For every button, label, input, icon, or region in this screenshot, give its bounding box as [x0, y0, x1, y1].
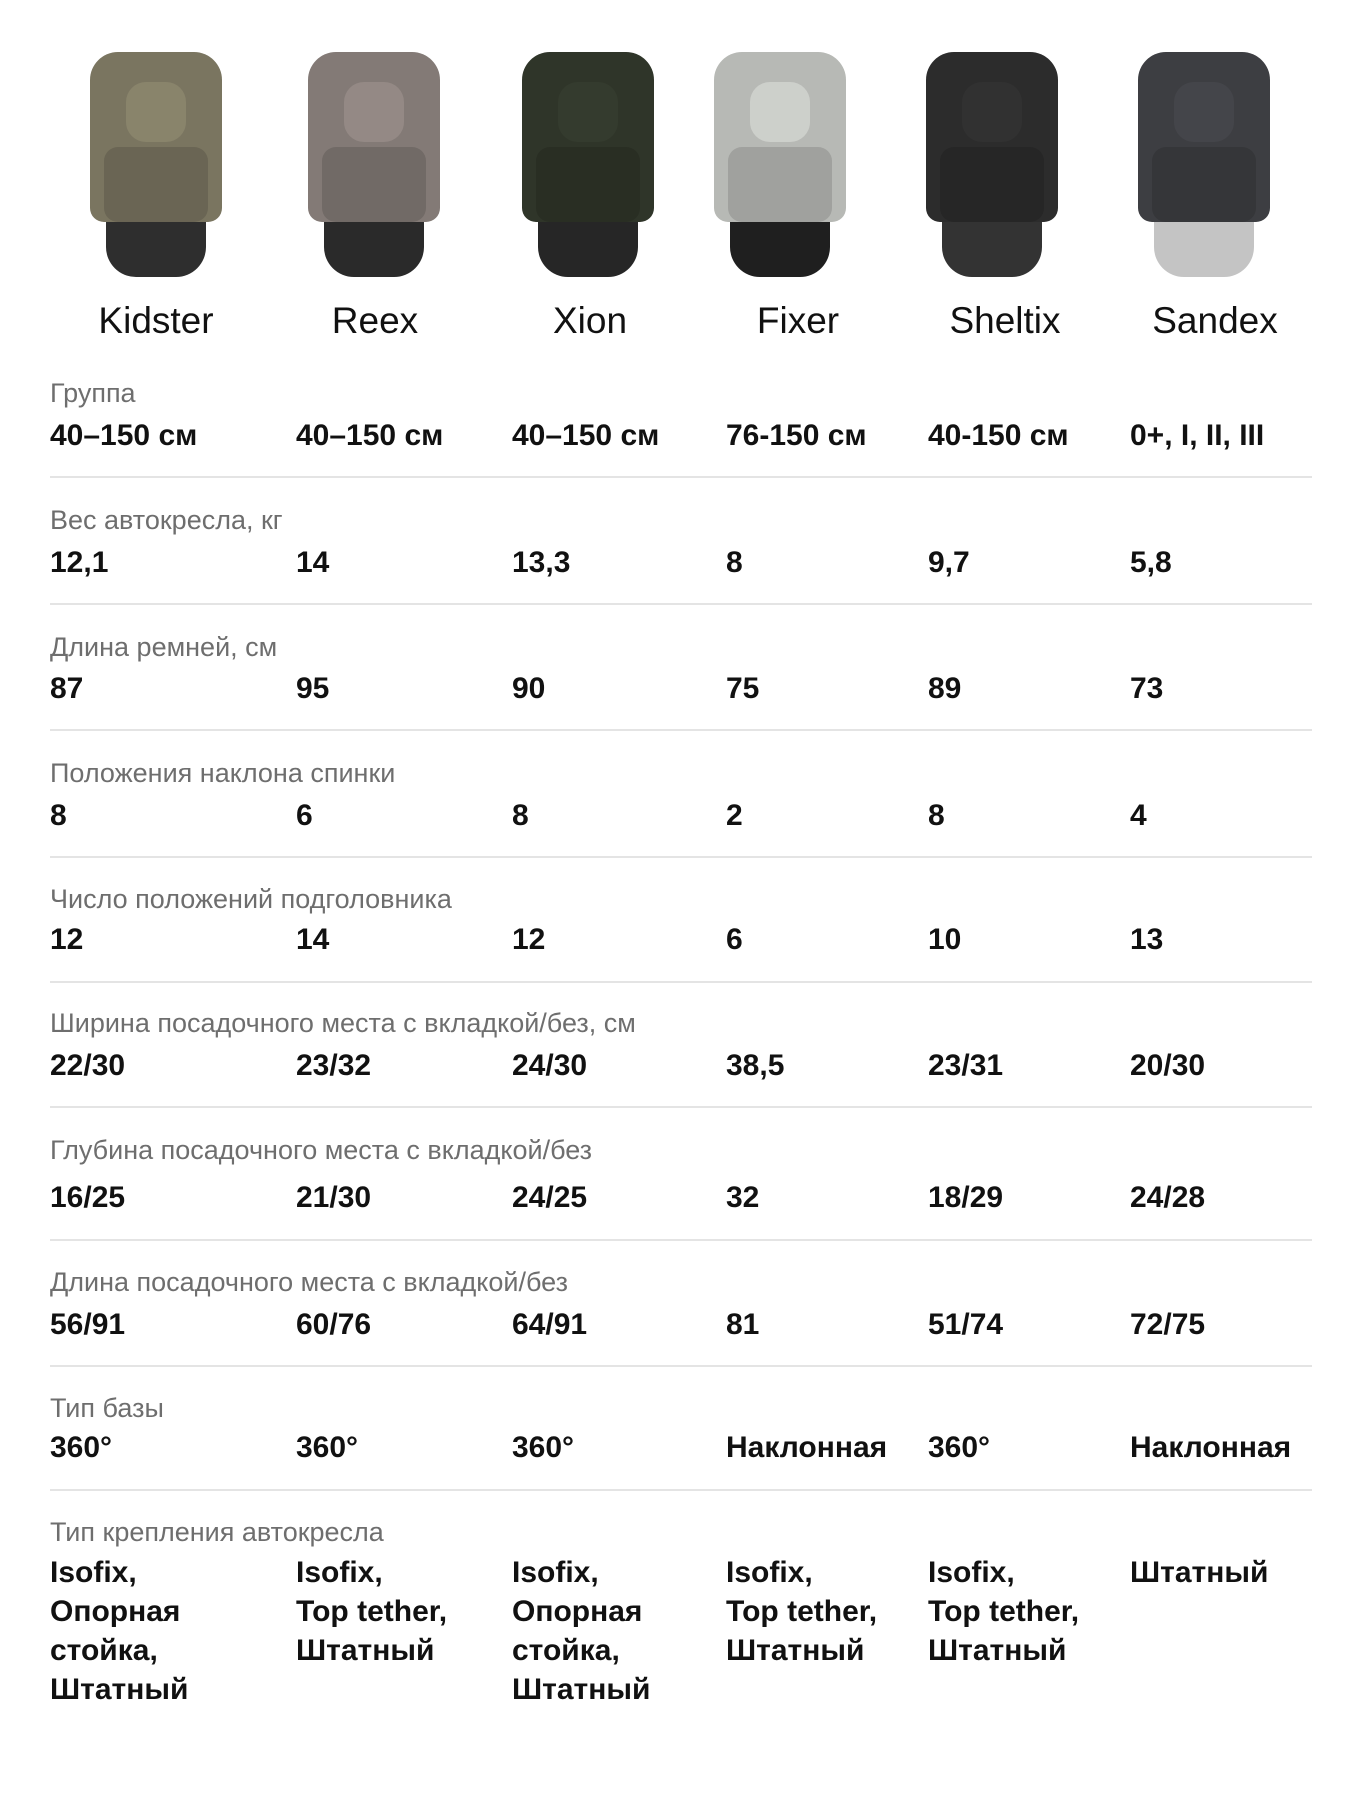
cell-value: 40–150 см: [296, 419, 444, 452]
cell-value: 2: [726, 799, 743, 832]
cell-value: 51/74: [928, 1308, 1004, 1341]
product-name: Kidster: [98, 300, 214, 341]
cell-value: 20/30: [1130, 1049, 1206, 1082]
cell-value: 24/25: [512, 1181, 588, 1214]
cell-value: 14: [296, 546, 330, 579]
cell-value: 21/30: [296, 1181, 372, 1214]
cell-value: 8: [512, 799, 529, 832]
cell-value: 73: [1130, 672, 1164, 705]
row-divider: [50, 603, 1312, 605]
cell-value: 23/31: [928, 1049, 1004, 1082]
row-divider: [50, 856, 1312, 858]
cell-value: 24/30: [512, 1049, 588, 1082]
row-label: Длина ремней, см: [50, 632, 278, 662]
row-label: Длина посадочного места с вкладкой/без: [50, 1267, 568, 1297]
cell-value: 89: [928, 672, 962, 705]
cell-value: 14: [296, 923, 330, 956]
cell-value: 8: [50, 799, 67, 832]
cell-value: 40–150 см: [50, 419, 198, 452]
car-seat-image-fixer: [700, 52, 860, 284]
cell-value: Isofix, Опорная стойка, Штатный: [512, 1556, 651, 1706]
product-name: Sandex: [1152, 300, 1278, 341]
cell-value: 4: [1130, 799, 1147, 832]
cell-value: 18/29: [928, 1181, 1004, 1214]
cell-value: Штатный: [1130, 1556, 1269, 1589]
cell-value: 40–150 см: [512, 419, 660, 452]
cell-value: Isofix, Top tether, Штатный: [726, 1556, 878, 1667]
cell-value: 87: [50, 672, 84, 705]
cell-value: 0+, I, II, III: [1130, 419, 1265, 452]
row-label: Тип базы: [50, 1393, 164, 1423]
cell-value: Isofix, Опорная стойка, Штатный: [50, 1556, 189, 1706]
cell-value: 90: [512, 672, 546, 705]
row-divider: [50, 476, 1312, 478]
car-seat-image-xion: [508, 52, 668, 284]
cell-value: 60/76: [296, 1308, 372, 1341]
cell-value: Isofix, Top tether, Штатный: [928, 1556, 1080, 1667]
cell-value: 13,3: [512, 546, 571, 579]
cell-value: 95: [296, 672, 330, 705]
cell-value: Наклонная: [726, 1431, 888, 1464]
row-label: Положения наклона спинки: [50, 758, 396, 788]
cell-value: 76-150 см: [726, 419, 867, 452]
car-seat-image-sheltix: [912, 52, 1072, 284]
row-label: Число положений подголовника: [50, 884, 452, 914]
cell-value: 6: [296, 799, 313, 832]
row-label: Группа: [50, 378, 136, 408]
row-divider: [50, 1239, 1312, 1241]
cell-value: Isofix, Top tether, Штатный: [296, 1556, 448, 1667]
cell-value: 360°: [296, 1431, 359, 1464]
cell-value: 8: [726, 546, 743, 579]
cell-value: 6: [726, 923, 743, 956]
cell-value: 56/91: [50, 1308, 126, 1341]
cell-value: 40-150 см: [928, 419, 1069, 452]
cell-value: 360°: [50, 1431, 113, 1464]
cell-value: 12: [50, 923, 84, 956]
cell-value: 32: [726, 1181, 760, 1214]
cell-value: 64/91: [512, 1308, 588, 1341]
cell-value: 81: [726, 1308, 760, 1341]
product-name: Fixer: [756, 300, 840, 341]
row-label: Вес автокресла, кг: [50, 505, 283, 535]
row-divider: [50, 1106, 1312, 1108]
cell-value: 10: [928, 923, 962, 956]
cell-value: 12,1: [50, 546, 109, 579]
cell-value: 24/28: [1130, 1181, 1206, 1214]
car-seat-image-kidster: [76, 52, 236, 284]
row-label: Ширина посадочного места с вкладкой/без,…: [50, 1008, 636, 1038]
product-name: Reex: [331, 300, 419, 341]
cell-value: 8: [928, 799, 945, 832]
product-name: Sheltix: [949, 300, 1061, 341]
row-divider: [50, 1489, 1312, 1491]
row-divider: [50, 1365, 1312, 1367]
cell-value: 75: [726, 672, 760, 705]
cell-value: 12: [512, 923, 546, 956]
car-seat-image-sandex: [1124, 52, 1284, 284]
car-seat-image-reex: [294, 52, 454, 284]
product-name: Xion: [552, 300, 628, 341]
cell-value: 22/30: [50, 1049, 126, 1082]
row-divider: [50, 729, 1312, 731]
cell-value: 38,5: [726, 1049, 785, 1082]
row-label: Тип крепления автокресла: [50, 1517, 384, 1547]
cell-value: 9,7: [928, 546, 970, 579]
cell-value: 16/25: [50, 1181, 126, 1214]
cell-value: 360°: [512, 1431, 575, 1464]
cell-value: Наклонная: [1130, 1431, 1292, 1464]
row-divider: [50, 981, 1312, 983]
cell-value: 72/75: [1130, 1308, 1206, 1341]
cell-value: 5,8: [1130, 546, 1172, 579]
cell-value: 13: [1130, 923, 1164, 956]
row-label: Глубина посадочного места с вкладкой/без: [50, 1135, 593, 1165]
cell-value: 23/32: [296, 1049, 372, 1082]
cell-value: 360°: [928, 1431, 991, 1464]
